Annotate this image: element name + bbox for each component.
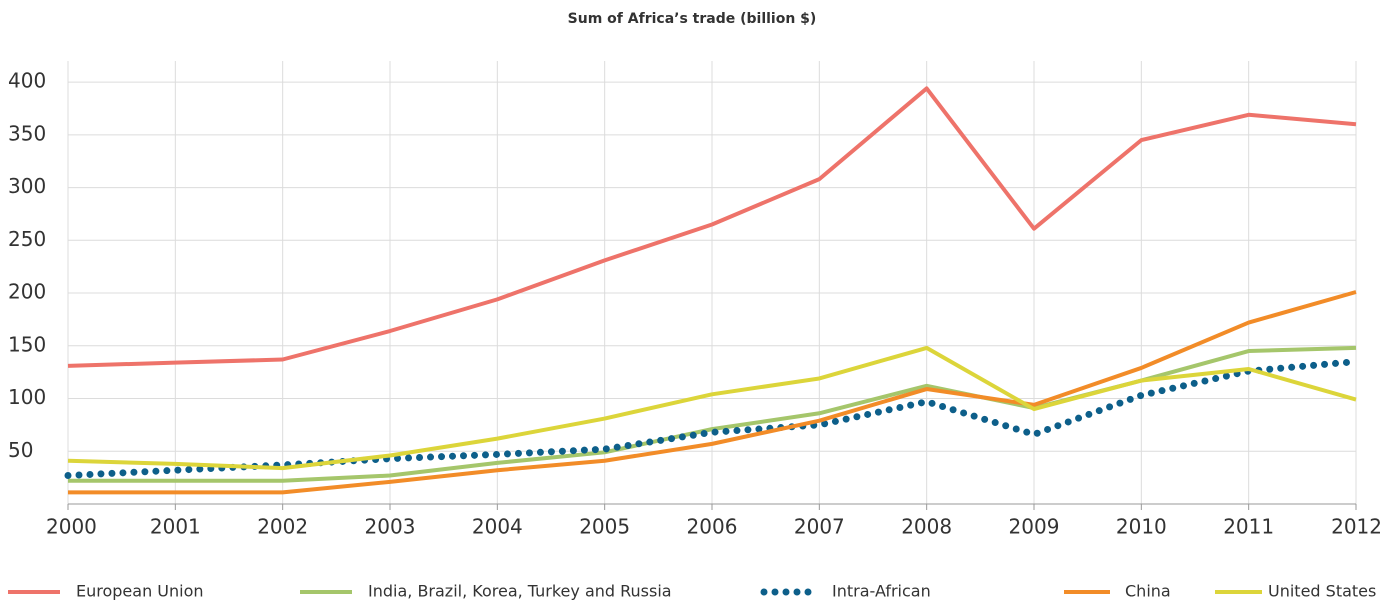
y-tick-label: 300 xyxy=(8,174,46,198)
x-tick-label: 2002 xyxy=(257,515,308,539)
x-tick-label: 2003 xyxy=(365,515,416,539)
data-line xyxy=(67,345,1357,471)
x-tick-label: 2006 xyxy=(687,515,738,539)
legend-label: United States xyxy=(1268,582,1376,601)
data-line xyxy=(67,86,1357,368)
y-tick-label: 100 xyxy=(8,385,46,409)
x-tick-label: 2010 xyxy=(1116,515,1167,539)
y-tick-label: 250 xyxy=(8,227,46,251)
legend-label: Intra-African xyxy=(832,582,931,601)
y-tick-label: 400 xyxy=(8,69,46,93)
x-tick-label: 2004 xyxy=(472,515,523,539)
data-line xyxy=(64,358,1360,480)
data-line xyxy=(68,290,1357,495)
y-tick-label: 150 xyxy=(8,332,46,356)
y-tick-label: 350 xyxy=(8,121,46,145)
x-tick-label: 2007 xyxy=(794,515,845,539)
x-tick-label: 2009 xyxy=(1009,515,1060,539)
legend-label: European Union xyxy=(76,582,204,601)
x-tick-label: 2011 xyxy=(1223,515,1274,539)
legend-label: India, Brazil, Korea, Turkey and Russia xyxy=(368,582,672,601)
x-tick-label: 2000 xyxy=(46,515,97,539)
y-tick-label: 50 xyxy=(8,438,33,462)
y-tick-label: 200 xyxy=(8,280,46,304)
legend-label: China xyxy=(1125,582,1171,601)
x-tick-label: 2005 xyxy=(579,515,630,539)
x-tick-label: 2008 xyxy=(901,515,952,539)
chart-title: Sum of Africa’s trade (billion $) xyxy=(568,11,817,27)
x-tick-label: 2001 xyxy=(150,515,201,539)
x-tick-label: 2012 xyxy=(1331,515,1382,539)
